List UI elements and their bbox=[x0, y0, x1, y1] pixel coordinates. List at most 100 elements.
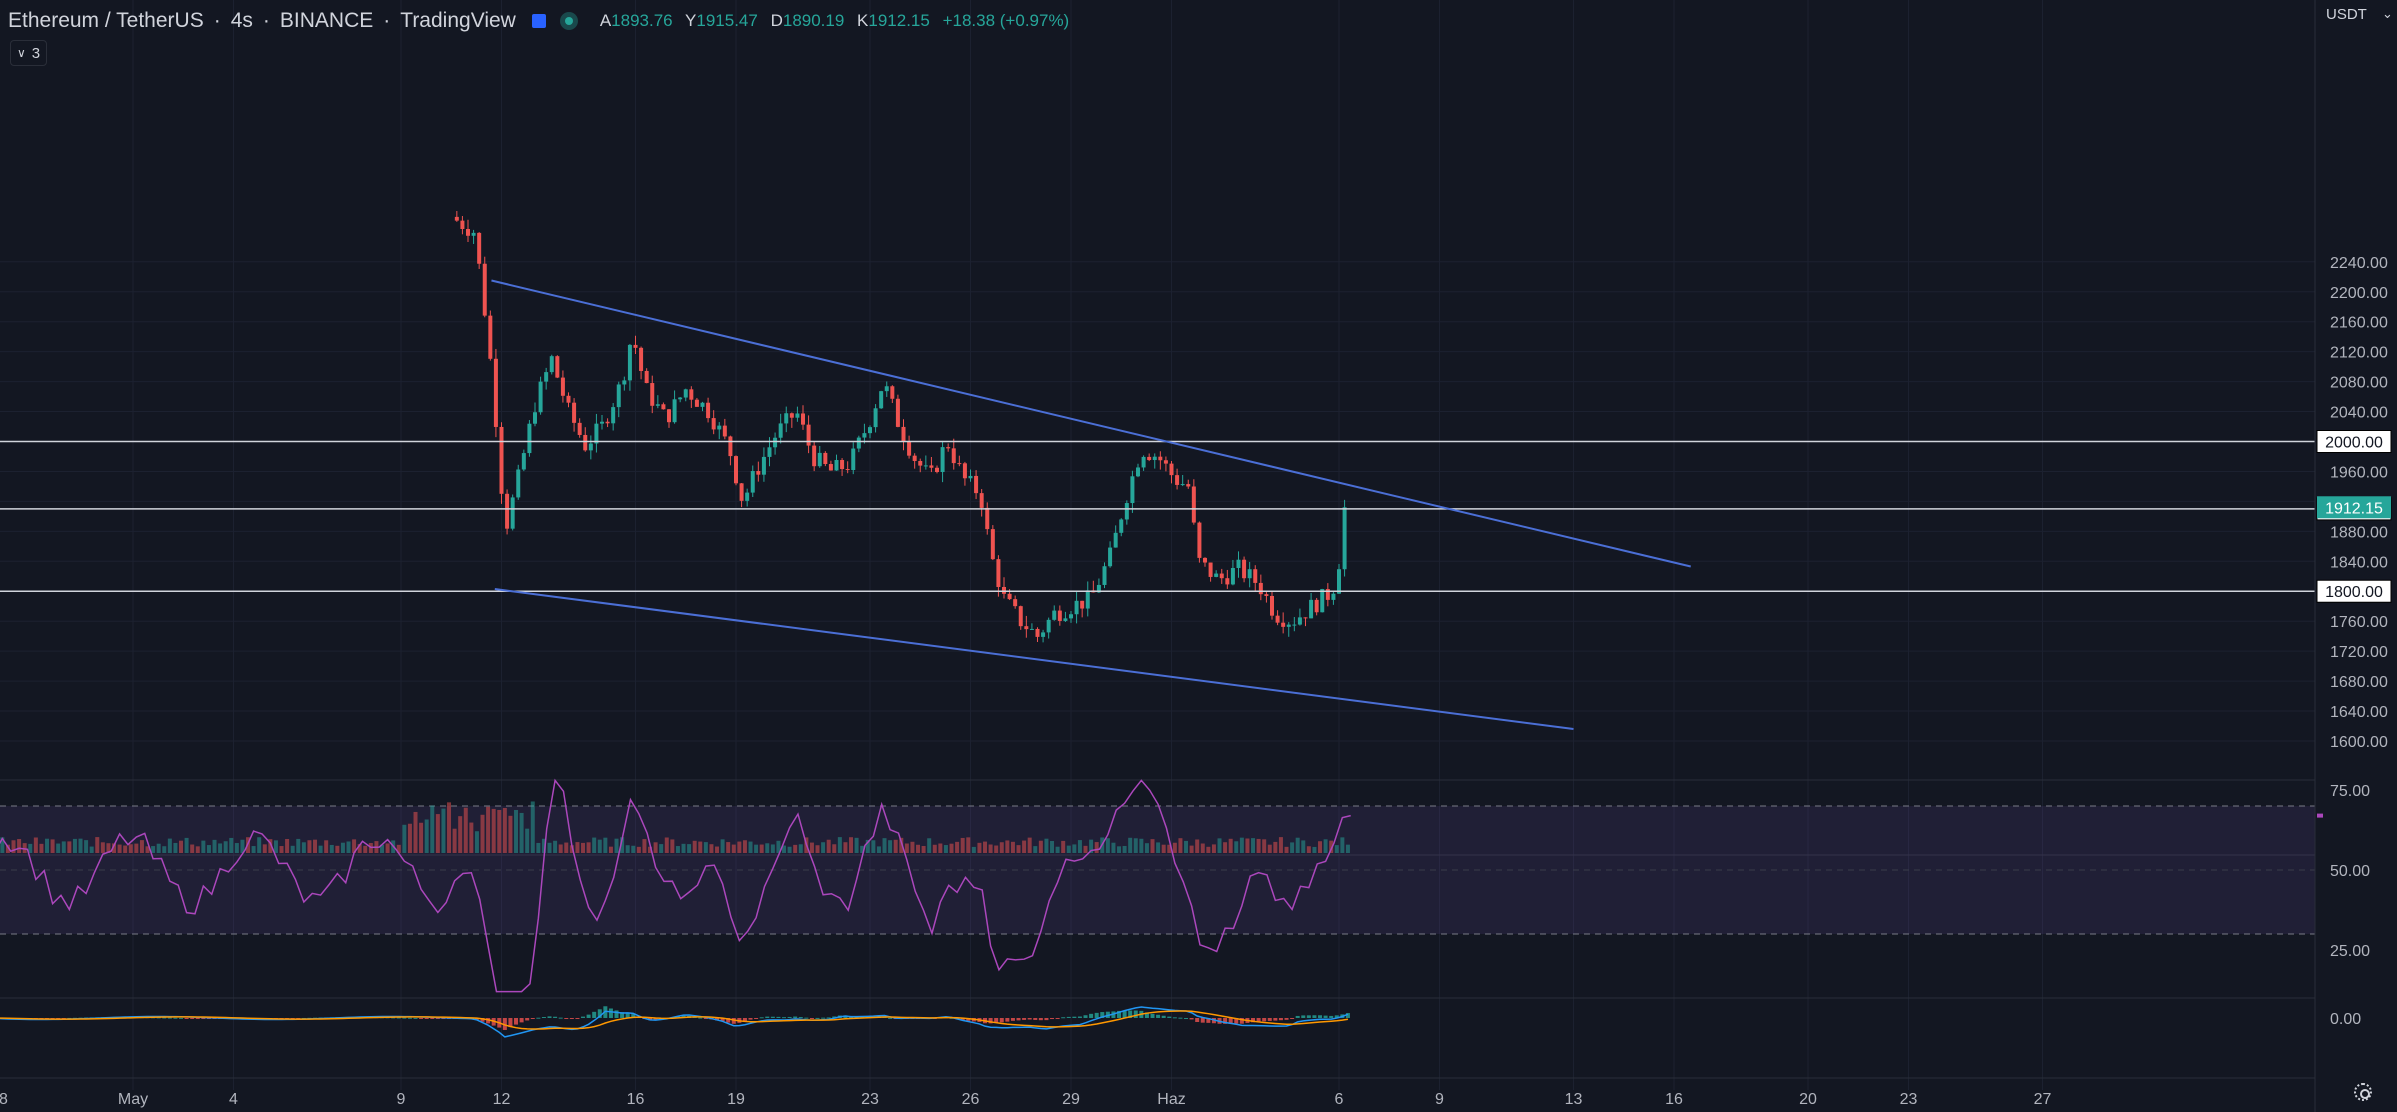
symbol-title[interactable]: Ethereum / TetherUS bbox=[8, 9, 204, 32]
candle-body[interactable] bbox=[689, 389, 694, 400]
price-tick-label[interactable]: 1880.00 bbox=[2330, 524, 2388, 541]
candle-body[interactable] bbox=[694, 399, 699, 407]
candle-body[interactable] bbox=[767, 447, 772, 457]
candle-body[interactable] bbox=[1242, 559, 1247, 579]
candle-body[interactable] bbox=[1069, 614, 1073, 619]
candle-body[interactable] bbox=[1270, 595, 1274, 616]
candle-body[interactable] bbox=[862, 433, 867, 438]
candle-body[interactable] bbox=[711, 418, 716, 430]
interval-label[interactable]: 4s bbox=[230, 9, 253, 32]
candle-body[interactable] bbox=[901, 426, 906, 442]
candle-body[interactable] bbox=[968, 475, 973, 479]
candle-body[interactable] bbox=[812, 445, 817, 467]
candle-body[interactable] bbox=[549, 356, 554, 373]
candle-body[interactable] bbox=[1186, 484, 1191, 487]
candle-body[interactable] bbox=[1046, 619, 1051, 633]
time-tick-label[interactable]: 9 bbox=[1435, 1091, 1444, 1108]
candle-body[interactable] bbox=[527, 423, 532, 454]
candle-body[interactable] bbox=[1286, 624, 1291, 627]
candle-body[interactable] bbox=[588, 443, 593, 451]
candle-body[interactable] bbox=[1331, 593, 1336, 600]
candle-body[interactable] bbox=[488, 315, 493, 359]
price-tick-label[interactable]: 1640.00 bbox=[2330, 704, 2388, 721]
candle-body[interactable] bbox=[706, 402, 711, 419]
candle-body[interactable] bbox=[1096, 584, 1101, 593]
candle-body[interactable] bbox=[1052, 610, 1057, 620]
candle-body[interactable] bbox=[1314, 599, 1319, 613]
candle-body[interactable] bbox=[1325, 589, 1330, 600]
time-tick-label[interactable]: 28 bbox=[0, 1091, 8, 1108]
price-tick-label[interactable]: 2240.00 bbox=[2330, 255, 2388, 272]
candle-body[interactable] bbox=[622, 380, 627, 385]
candle-body[interactable] bbox=[572, 402, 577, 423]
candle-body[interactable] bbox=[789, 413, 794, 418]
candle-body[interactable] bbox=[644, 370, 649, 384]
candle-body[interactable] bbox=[1007, 593, 1012, 600]
candle-body[interactable] bbox=[1136, 467, 1140, 477]
candle-body[interactable] bbox=[1141, 456, 1146, 468]
candle-body[interactable] bbox=[935, 467, 939, 473]
candle-body[interactable] bbox=[1214, 573, 1219, 577]
candle-body[interactable] bbox=[717, 425, 722, 430]
candle-body[interactable] bbox=[1292, 624, 1297, 626]
candle-body[interactable] bbox=[1309, 599, 1314, 619]
candle-body[interactable] bbox=[616, 384, 621, 408]
candle-body[interactable] bbox=[1163, 460, 1168, 464]
candle-body[interactable] bbox=[806, 424, 811, 446]
candle-body[interactable] bbox=[611, 407, 616, 424]
time-tick-label[interactable]: 13 bbox=[1565, 1091, 1583, 1108]
time-axis[interactable]: 28 May 4 9 12 16 19 23 26 29 Haz 6 9 13 16 20 23 27 bbox=[0, 1091, 2052, 1108]
price-tick-label[interactable]: 2120.00 bbox=[2330, 345, 2388, 362]
candle-body[interactable] bbox=[1197, 522, 1202, 558]
candle-body[interactable] bbox=[823, 452, 828, 465]
candle-body[interactable] bbox=[566, 395, 571, 403]
candle-body[interactable] bbox=[516, 469, 521, 498]
trendline-upper[interactable] bbox=[491, 279, 1691, 568]
price-tick-label[interactable]: 2080.00 bbox=[2330, 375, 2388, 392]
candle-body[interactable] bbox=[1225, 578, 1230, 585]
candle-body[interactable] bbox=[471, 232, 476, 236]
candle-body[interactable] bbox=[923, 465, 928, 467]
candle-body[interactable] bbox=[851, 448, 856, 470]
candle-body[interactable] bbox=[1063, 618, 1068, 621]
time-tick-label[interactable]: 23 bbox=[1900, 1091, 1918, 1108]
candle-body[interactable] bbox=[538, 381, 543, 413]
price-tick-label[interactable]: 1840.00 bbox=[2330, 554, 2388, 571]
candle-body[interactable] bbox=[985, 507, 990, 530]
candle-body[interactable] bbox=[940, 447, 945, 473]
time-tick-label[interactable]: 29 bbox=[1062, 1091, 1080, 1108]
candle-body[interactable] bbox=[493, 358, 498, 427]
candle-body[interactable] bbox=[466, 229, 470, 236]
price-tick-label[interactable]: 1680.00 bbox=[2330, 674, 2388, 691]
candle-body[interactable] bbox=[1203, 557, 1207, 563]
candle-body[interactable] bbox=[555, 356, 560, 378]
candle-body[interactable] bbox=[1337, 569, 1341, 594]
candle-body[interactable] bbox=[895, 398, 900, 427]
candle-body[interactable] bbox=[879, 391, 884, 409]
candle-body[interactable] bbox=[1208, 562, 1213, 577]
candle-body[interactable] bbox=[1175, 475, 1180, 485]
price-tick-label[interactable]: 2200.00 bbox=[2330, 285, 2388, 302]
rsi-tick-label[interactable]: 25.00 bbox=[2330, 943, 2370, 960]
candle-body[interactable] bbox=[722, 425, 727, 437]
candle-body[interactable] bbox=[600, 421, 604, 424]
candle-body[interactable] bbox=[739, 483, 744, 501]
rsi-tick-label[interactable]: 50.00 bbox=[2330, 863, 2370, 880]
macd-tick-label[interactable]: 0.00 bbox=[2330, 1011, 2361, 1028]
candle-body[interactable] bbox=[951, 448, 956, 464]
candle-body[interactable] bbox=[594, 423, 599, 444]
price-tick-label[interactable]: 1960.00 bbox=[2330, 464, 2388, 481]
time-tick-label[interactable]: 4 bbox=[229, 1091, 238, 1108]
candle-body[interactable] bbox=[750, 471, 755, 493]
time-tick-label[interactable]: 27 bbox=[2034, 1091, 2052, 1108]
candle-body[interactable] bbox=[1258, 582, 1263, 595]
candle-body[interactable] bbox=[1320, 589, 1325, 613]
rsi-tick-label[interactable]: 75.00 bbox=[2330, 783, 2370, 800]
candle-body[interactable] bbox=[1029, 628, 1034, 630]
candle-body[interactable] bbox=[1152, 456, 1157, 461]
candle-body[interactable] bbox=[840, 460, 845, 470]
candle-body[interactable] bbox=[633, 344, 638, 348]
candle-body[interactable] bbox=[1035, 628, 1040, 637]
candle-body[interactable] bbox=[946, 447, 951, 449]
candle-body[interactable] bbox=[583, 434, 588, 451]
